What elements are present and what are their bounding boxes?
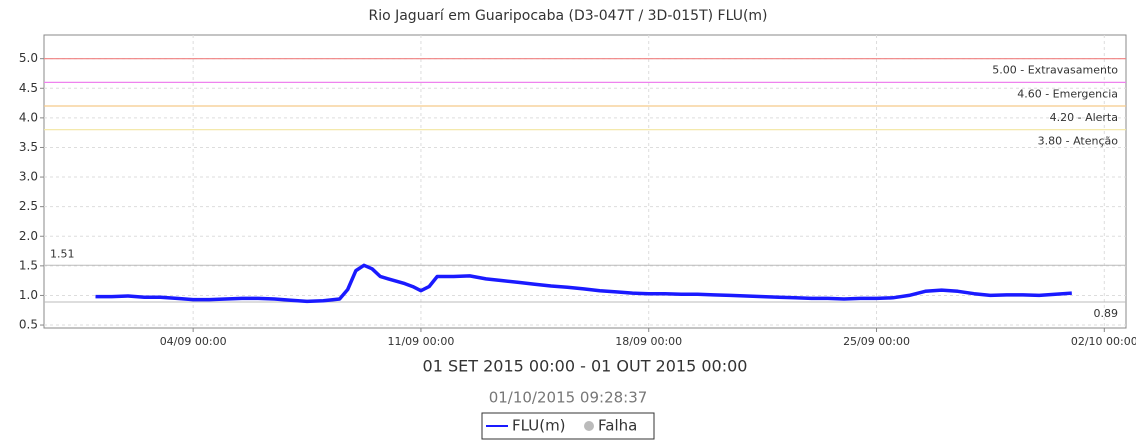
y-tick-label: 2.0 [19,229,38,243]
threshold-label: 4.20 - Alerta [1050,111,1118,124]
x-tick-label: 02/10 00:00 [1071,335,1136,348]
x-axis-label: 01 SET 2015 00:00 - 01 OUT 2015 00:00 [423,357,748,376]
y-tick-label: 1.0 [19,288,38,302]
x-tick-label: 25/09 00:00 [843,335,910,348]
threshold-label: 5.00 - Extravasamento [992,64,1118,77]
legend-box [481,412,655,440]
plot-area [43,34,1127,329]
legend-label: Falha [598,417,637,435]
min-label: 0.89 [1094,307,1119,320]
y-tick-label: 2.5 [19,199,38,213]
legend-label: FLU(m) [512,417,566,435]
y-tick-label: 3.0 [19,170,38,184]
y-tick-label: 5.0 [19,51,38,65]
x-tick-label: 04/09 00:00 [160,335,227,348]
y-tick-label: 0.5 [19,318,38,332]
chart-title: Rio Jaguarí em Guaripocaba (D3-047T / 3D… [368,8,767,24]
threshold-label: 4.60 - Emergencia [1017,87,1118,100]
x-tick-label: 11/09 00:00 [387,335,454,348]
data-line [95,263,1072,304]
max-label: 1.51 [50,247,75,260]
y-tick-label: 3.5 [19,140,38,154]
y-tick-label: 4.0 [19,110,38,124]
threshold-label: 3.80 - Atenção [1038,135,1119,148]
y-tick-label: 4.5 [19,81,38,95]
legend-swatch [584,421,594,431]
y-tick-label: 1.5 [19,258,38,272]
timestamp: 01/10/2015 09:28:37 [489,389,648,407]
x-tick-label: 18/09 00:00 [615,335,682,348]
